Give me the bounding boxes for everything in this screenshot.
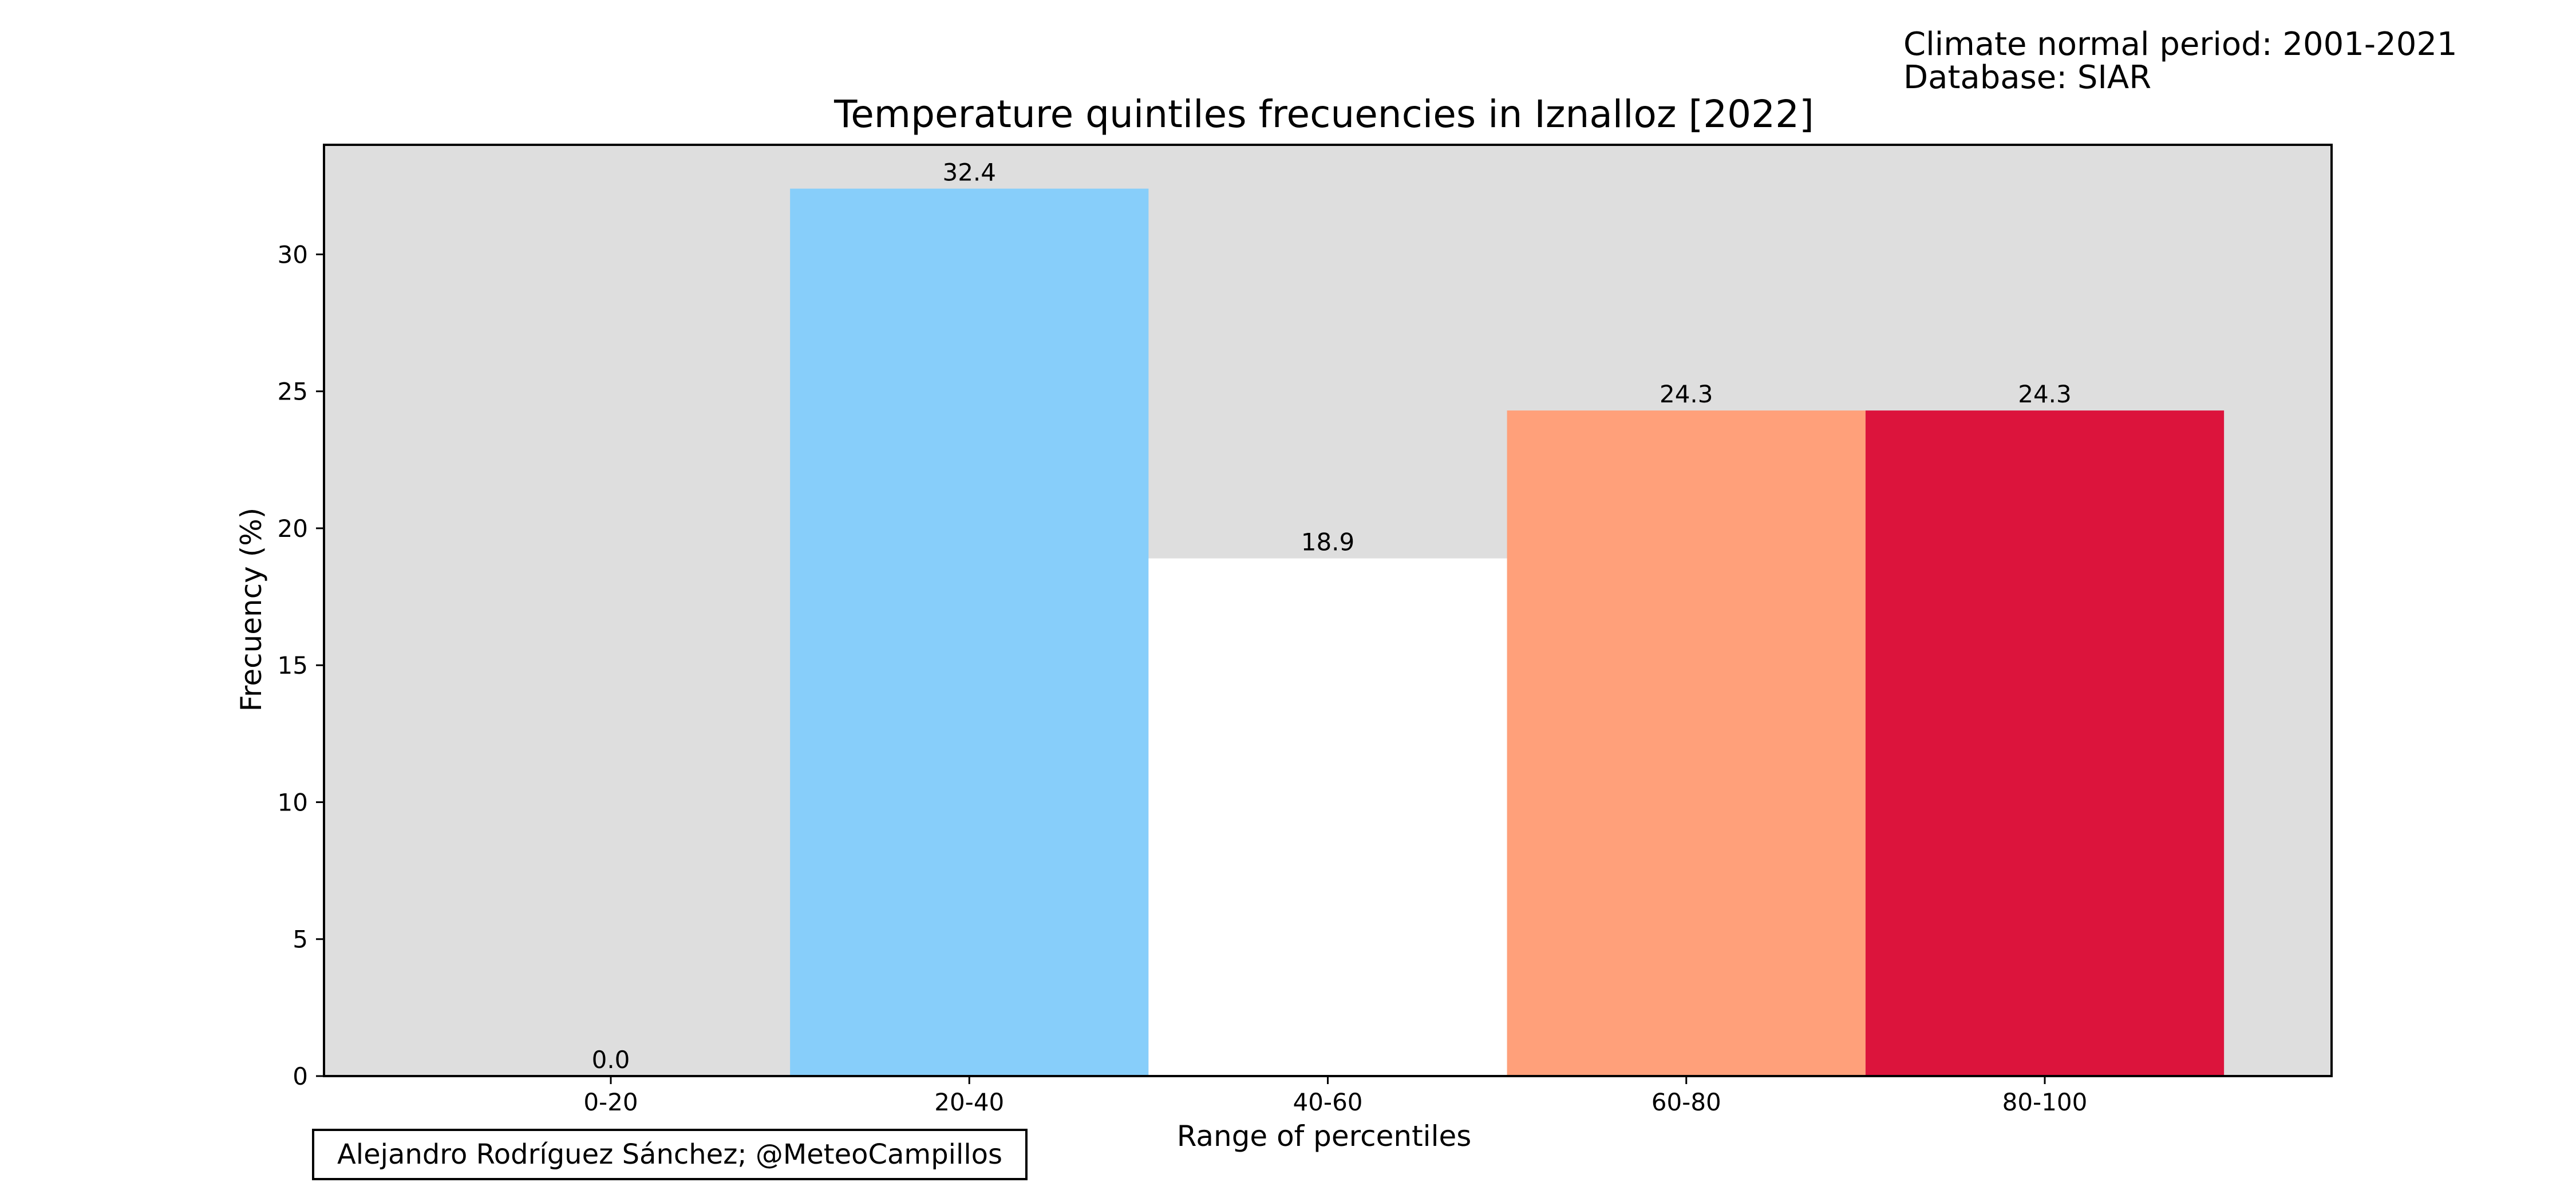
- author-credit: Alejandro Rodríguez Sánchez; @MeteoCampi…: [312, 1129, 1028, 1180]
- chart-title: Temperature quintiles frecuencies in Izn…: [833, 92, 1814, 136]
- value-label-20-40: 32.4: [942, 159, 996, 187]
- bar-80-100: [1865, 410, 2225, 1076]
- y-tick-label-10: 10: [278, 788, 308, 816]
- y-tick-label-15: 15: [278, 651, 308, 679]
- bar-40-60: [1148, 558, 1507, 1076]
- x-axis-label: Range of percentiles: [1177, 1120, 1472, 1153]
- y-tick-label-20: 20: [278, 515, 308, 543]
- database-label: Database: SIAR: [1903, 59, 2152, 96]
- y-axis-label: Frecuency (%): [235, 508, 268, 711]
- y-tick-label-25: 25: [278, 378, 308, 406]
- x-tick-label-0-20: 0-20: [583, 1088, 638, 1116]
- value-label-40-60: 18.9: [1301, 528, 1355, 556]
- y-tick-label-0: 0: [293, 1062, 308, 1090]
- bar-60-80: [1507, 410, 1866, 1076]
- value-label-60-80: 24.3: [1660, 380, 1713, 408]
- x-tick-label-40-60: 40-60: [1293, 1088, 1362, 1116]
- x-tick-label-80-100: 80-100: [2002, 1088, 2088, 1116]
- x-tick-label-60-80: 60-80: [1652, 1088, 1721, 1116]
- climate-normal-period: Climate normal period: 2001-2021: [1903, 26, 2458, 63]
- y-tick-label-30: 30: [278, 240, 308, 268]
- y-tick-label-5: 5: [293, 926, 308, 954]
- bar-20-40: [790, 188, 1149, 1076]
- x-tick-label-20-40: 20-40: [934, 1088, 1004, 1116]
- value-label-0-20: 0.0: [592, 1046, 630, 1074]
- value-label-80-100: 24.3: [2018, 380, 2072, 408]
